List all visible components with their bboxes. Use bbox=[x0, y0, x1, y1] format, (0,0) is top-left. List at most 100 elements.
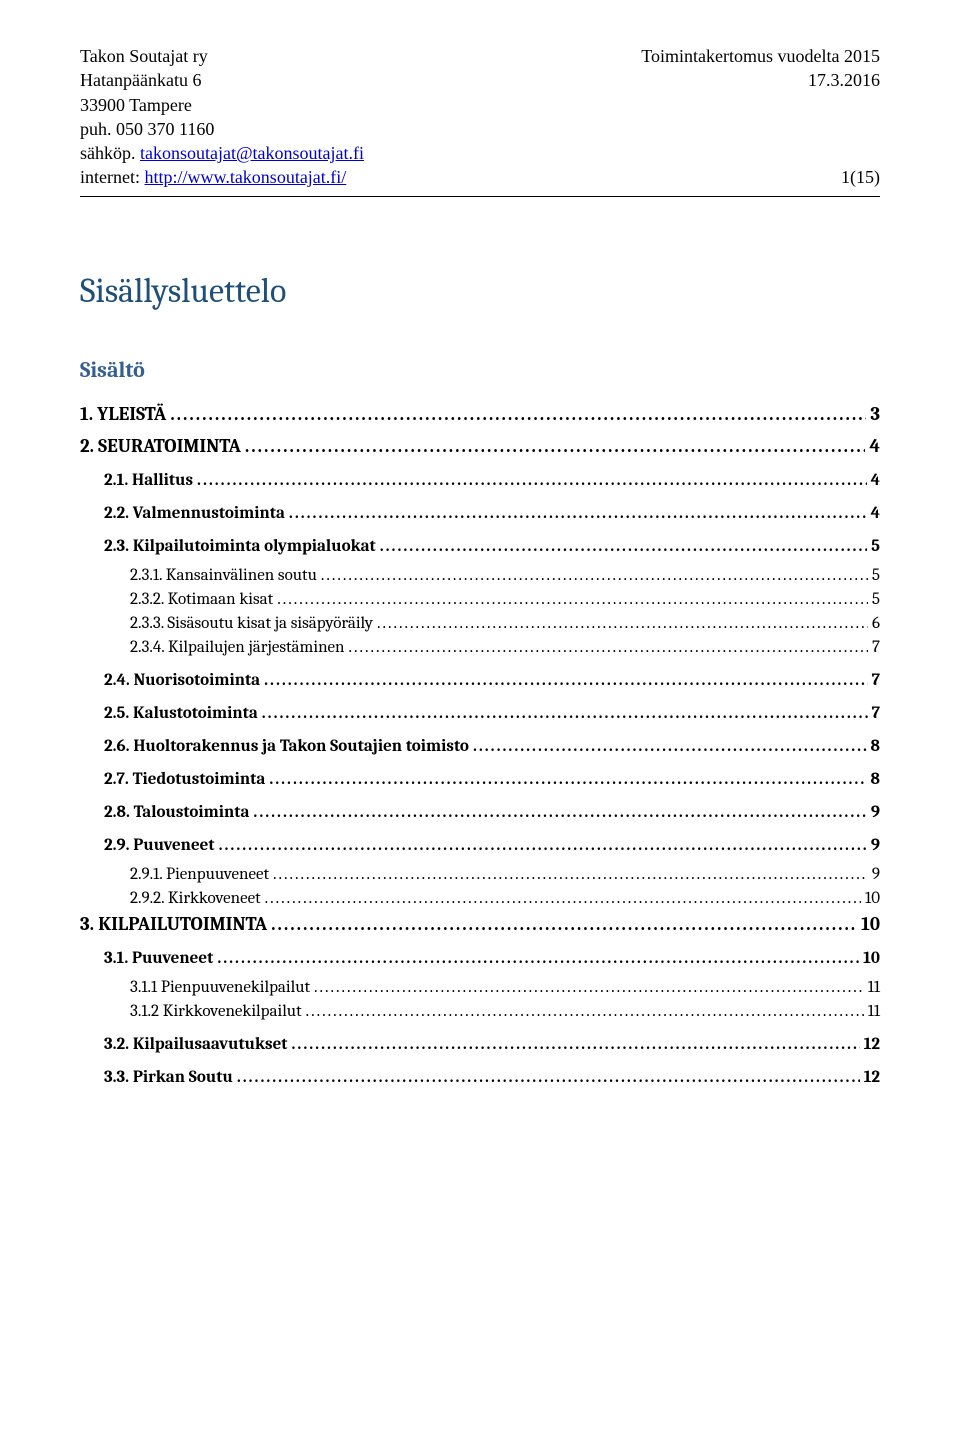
toc-label: 2.9.1. Pienpuuveneet bbox=[80, 865, 273, 884]
toc-label: 2.9.2. Kirkkoveneet bbox=[80, 889, 265, 908]
toc-page: 5 bbox=[868, 590, 880, 609]
toc-page: 5 bbox=[868, 566, 880, 585]
toc-page: 10 bbox=[861, 889, 880, 908]
toc-label: 2.1. Hallitus bbox=[80, 471, 197, 490]
toc-list: 1. YLEISTÄ..............................… bbox=[80, 403, 880, 1087]
toc-leader: ........................................… bbox=[289, 504, 867, 523]
toc-entry[interactable]: 1. YLEISTÄ..............................… bbox=[80, 403, 880, 425]
toc-page: 9 bbox=[867, 836, 880, 855]
header-divider bbox=[80, 196, 880, 197]
toc-entry[interactable]: 2.3.1. Kansainvälinen soutu.............… bbox=[80, 566, 880, 585]
header-left: Takon Soutajat ry Hatanpäänkatu 6 33900 … bbox=[80, 44, 364, 190]
toc-entry[interactable]: 2.3. Kilpailutoiminta olympialuokat.....… bbox=[80, 537, 880, 556]
toc-entry[interactable]: 2.2. Valmennustoiminta..................… bbox=[80, 504, 880, 523]
toc-leader: ........................................… bbox=[197, 471, 867, 490]
toc-entry[interactable]: 3. KILPAILUTOIMINTA.....................… bbox=[80, 913, 880, 935]
toc-page: 4 bbox=[867, 471, 880, 490]
page-number: 1(15) bbox=[641, 165, 880, 189]
toc-subtitle: Sisältö bbox=[80, 357, 880, 383]
blank1 bbox=[641, 93, 880, 117]
toc-page: 4 bbox=[865, 435, 880, 457]
toc-leader: ........................................… bbox=[217, 949, 859, 968]
blank3 bbox=[641, 141, 880, 165]
toc-page: 12 bbox=[860, 1035, 880, 1054]
toc-entry[interactable]: 2.9. Puuveneet..........................… bbox=[80, 836, 880, 855]
toc-page: 10 bbox=[859, 949, 880, 968]
toc-label: 2.3. Kilpailutoiminta olympialuokat bbox=[80, 537, 380, 556]
toc-leader: ........................................… bbox=[273, 865, 868, 884]
toc-label: 3.1.2 Kirkkovenekilpailut bbox=[80, 1002, 306, 1021]
toc-leader: ........................................… bbox=[237, 1068, 860, 1087]
toc-label: 2.3.2. Kotimaan kisat bbox=[80, 590, 277, 609]
toc-label: 3.3. Pirkan Soutu bbox=[80, 1068, 237, 1087]
toc-label: 3.2. Kilpailusaavutukset bbox=[80, 1035, 292, 1054]
toc-leader: ........................................… bbox=[262, 704, 868, 723]
toc-page: 7 bbox=[868, 638, 880, 657]
toc-leader: ........................................… bbox=[170, 403, 866, 425]
toc-entry[interactable]: 3.2. Kilpailusaavutukset................… bbox=[80, 1035, 880, 1054]
city: 33900 Tampere bbox=[80, 93, 364, 117]
toc-label: 3. KILPAILUTOIMINTA bbox=[80, 913, 271, 935]
toc-leader: ........................................… bbox=[277, 590, 868, 609]
toc-leader: ........................................… bbox=[271, 913, 857, 935]
toc-label: 2.5. Kalustotoiminta bbox=[80, 704, 262, 723]
toc-leader: ........................................… bbox=[269, 770, 866, 789]
toc-leader: ........................................… bbox=[219, 836, 867, 855]
page-header: Takon Soutajat ry Hatanpäänkatu 6 33900 … bbox=[80, 44, 880, 190]
report-title: Toimintakertomus vuodelta 2015 bbox=[641, 44, 880, 68]
email-label: sähköp. bbox=[80, 143, 140, 163]
toc-label: 2.3.1. Kansainvälinen soutu bbox=[80, 566, 321, 585]
toc-entry[interactable]: 3.1.1 Pienpuuvenekilpailut..............… bbox=[80, 978, 880, 997]
toc-entry[interactable]: 2.3.2. Kotimaan kisat...................… bbox=[80, 590, 880, 609]
toc-leader: ........................................… bbox=[292, 1035, 860, 1054]
toc-leader: ........................................… bbox=[306, 1002, 864, 1021]
email-line: sähköp. takonsoutajat@takonsoutajat.fi bbox=[80, 141, 364, 165]
toc-label: 2.8. Taloustoiminta bbox=[80, 803, 253, 822]
toc-label: 3.1. Puuveneet bbox=[80, 949, 217, 968]
toc-leader: ........................................… bbox=[264, 671, 867, 690]
web-label: internet: bbox=[80, 167, 144, 187]
toc-title: Sisällysluettelo bbox=[80, 271, 880, 311]
toc-entry[interactable]: 2. SEURATOIMINTA........................… bbox=[80, 435, 880, 457]
toc-page: 11 bbox=[864, 1002, 880, 1021]
toc-label: 2.2. Valmennustoiminta bbox=[80, 504, 289, 523]
toc-entry[interactable]: 2.7. Tiedotustoiminta...................… bbox=[80, 770, 880, 789]
toc-leader: ........................................… bbox=[380, 537, 867, 556]
toc-entry[interactable]: 2.5. Kalustotoiminta....................… bbox=[80, 704, 880, 723]
toc-label: 2.7. Tiedotustoiminta bbox=[80, 770, 269, 789]
toc-label: 2.4. Nuorisotoiminta bbox=[80, 671, 264, 690]
toc-page: 8 bbox=[867, 770, 880, 789]
toc-entry[interactable]: 2.3.4. Kilpailujen järjestäminen........… bbox=[80, 638, 880, 657]
toc-entry[interactable]: 3.3. Pirkan Soutu.......................… bbox=[80, 1068, 880, 1087]
toc-page: 7 bbox=[868, 671, 880, 690]
toc-entry[interactable]: 2.8. Taloustoiminta.....................… bbox=[80, 803, 880, 822]
toc-entry[interactable]: 3.1. Puuveneet..........................… bbox=[80, 949, 880, 968]
toc-entry[interactable]: 2.4. Nuorisotoiminta....................… bbox=[80, 671, 880, 690]
toc-leader: ........................................… bbox=[349, 638, 868, 657]
toc-leader: ........................................… bbox=[245, 435, 866, 457]
phone: puh. 050 370 1160 bbox=[80, 117, 364, 141]
toc-entry[interactable]: 3.1.2 Kirkkovenekilpailut...............… bbox=[80, 1002, 880, 1021]
web-link[interactable]: http://www.takonsoutajat.fi/ bbox=[144, 167, 346, 187]
toc-entry[interactable]: 2.1. Hallitus...........................… bbox=[80, 471, 880, 490]
web-line: internet: http://www.takonsoutajat.fi/ bbox=[80, 165, 346, 189]
toc-label: 1. YLEISTÄ bbox=[80, 403, 170, 425]
toc-leader: ........................................… bbox=[314, 978, 864, 997]
toc-entry[interactable]: 2.3.3. Sisäsoutu kisat ja sisäpyöräily..… bbox=[80, 614, 880, 633]
toc-entry[interactable]: 2.9.1. Pienpuuveneet....................… bbox=[80, 865, 880, 884]
email-link[interactable]: takonsoutajat@takonsoutajat.fi bbox=[140, 143, 364, 163]
toc-page: 6 bbox=[868, 614, 880, 633]
toc-page: 7 bbox=[868, 704, 880, 723]
toc-entry[interactable]: 2.6. Huoltorakennus ja Takon Soutajien t… bbox=[80, 737, 880, 756]
toc-page: 12 bbox=[860, 1068, 880, 1087]
toc-page: 3 bbox=[866, 403, 880, 425]
toc-page: 9 bbox=[868, 865, 880, 884]
toc-entry[interactable]: 2.9.2. Kirkkoveneet.....................… bbox=[80, 889, 880, 908]
blank2 bbox=[641, 117, 880, 141]
toc-leader: ........................................… bbox=[377, 614, 868, 633]
toc-page: 5 bbox=[867, 537, 880, 556]
toc-label: 2.3.4. Kilpailujen järjestäminen bbox=[80, 638, 349, 657]
toc-page: 8 bbox=[867, 737, 880, 756]
toc-leader: ........................................… bbox=[473, 737, 867, 756]
toc-page: 9 bbox=[867, 803, 880, 822]
